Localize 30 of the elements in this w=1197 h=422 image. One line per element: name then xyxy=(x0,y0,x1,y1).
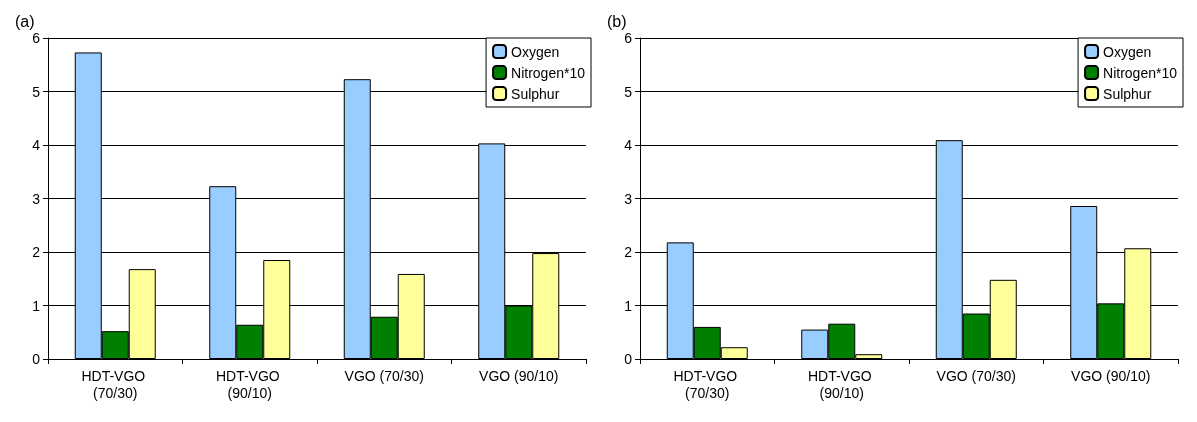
legend-label: Nitrogen*10 xyxy=(511,64,586,81)
legend-label: Nitrogen*10 xyxy=(1103,64,1178,81)
y-tick-label: 2 xyxy=(624,244,633,260)
legend-label: Oxygen xyxy=(1103,43,1152,60)
y-tick-label: 2 xyxy=(32,244,41,260)
y-tick-label: 6 xyxy=(32,30,41,46)
y-tick-label: 3 xyxy=(624,190,633,207)
y-tick-label: 1 xyxy=(624,297,633,314)
chart-title: (a) xyxy=(15,12,35,30)
x-tick-label: HDT-VGO (70/30) xyxy=(81,367,150,401)
y-tick-label: 0 xyxy=(624,351,633,367)
legend-label: Oxygen xyxy=(511,43,560,60)
x-tick-label: VGO (70/30) xyxy=(936,367,1016,384)
y-tick-label: 0 xyxy=(32,351,41,367)
legend-label: Sulphur xyxy=(1103,85,1152,102)
x-tick-label: HDT-VGO (90/10) xyxy=(215,367,284,401)
chart-title: (b) xyxy=(607,12,627,30)
y-tick-label: 6 xyxy=(624,30,633,46)
y-tick-label: 4 xyxy=(32,137,41,153)
y-tick-label: 5 xyxy=(624,83,633,100)
x-tick-label: HDT-VGO (90/10) xyxy=(807,367,876,401)
y-tick-label: 3 xyxy=(32,190,41,207)
legend-label: Sulphur xyxy=(511,85,560,102)
y-tick-label: 5 xyxy=(32,83,41,100)
x-tick-label: VGO (90/10) xyxy=(1071,367,1151,384)
x-tick-label: HDT-VGO (70/30) xyxy=(673,367,742,401)
x-tick-label: VGO (90/10) xyxy=(479,367,559,384)
x-tick-label: VGO (70/30) xyxy=(344,367,424,384)
y-tick-label: 4 xyxy=(624,137,633,153)
y-tick-label: 1 xyxy=(32,297,41,314)
